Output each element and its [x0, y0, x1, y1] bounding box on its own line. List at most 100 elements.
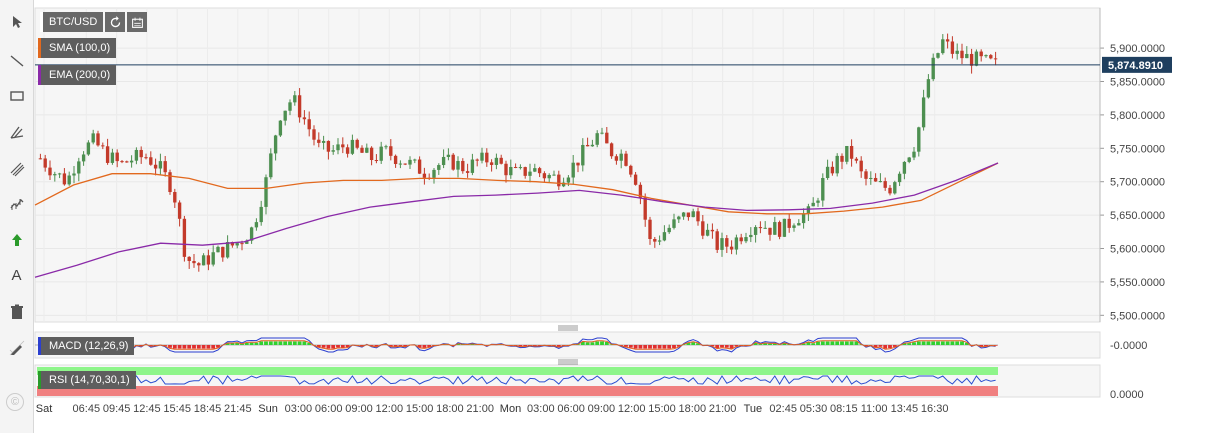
macd-histogram-bar — [710, 345, 715, 347]
candle — [269, 148, 273, 180]
candle — [811, 197, 815, 207]
macd-histogram-bar — [268, 341, 273, 345]
ema-label[interactable]: EMA (200,0) — [38, 65, 117, 85]
candle-body — [245, 240, 249, 244]
x-tick-label: 06:00 — [315, 403, 343, 415]
channel-icon[interactable] — [3, 155, 30, 182]
candle — [605, 127, 609, 144]
candle-body — [38, 158, 43, 160]
candle-body — [456, 160, 460, 170]
pane-resize-handle[interactable] — [558, 359, 578, 365]
trash-icon[interactable] — [3, 298, 30, 325]
candle-body — [681, 212, 686, 217]
macd-legend[interactable]: MACD (12,26,9) — [38, 337, 135, 355]
candle-body — [345, 147, 350, 154]
candle — [787, 214, 791, 233]
candle — [197, 262, 201, 272]
candle — [139, 146, 143, 164]
candle-body — [691, 211, 695, 218]
candle-body — [753, 227, 758, 235]
candle — [153, 158, 158, 176]
candle — [321, 135, 326, 150]
sma-legend[interactable]: SMA (100,0) — [38, 38, 117, 58]
candle-body — [197, 263, 201, 266]
price-pane — [34, 7, 1101, 323]
candle-body — [835, 155, 839, 174]
copyright-icon: © — [6, 393, 24, 411]
arrow-up-icon[interactable] — [3, 226, 30, 253]
macd-histogram-bar — [960, 341, 964, 345]
candle-body — [355, 139, 359, 148]
x-tick-label: 21:45 — [224, 403, 252, 415]
macd-label[interactable]: MACD (12,26,9) — [38, 337, 135, 355]
candle — [432, 168, 436, 184]
macd-histogram-bar — [936, 341, 940, 345]
pitchfork-icon[interactable] — [3, 118, 30, 145]
pane-resize-handle[interactable] — [558, 325, 578, 331]
candle-body — [869, 177, 873, 179]
symbol-label[interactable]: BTC/USD — [40, 12, 104, 32]
macd-histogram-bar — [230, 343, 235, 345]
candle — [509, 159, 513, 179]
candle — [537, 166, 542, 178]
candle-body — [168, 172, 172, 193]
calendar-icon[interactable] — [127, 12, 148, 32]
candle — [91, 129, 95, 145]
candle-body — [494, 157, 499, 165]
candle-body — [312, 129, 316, 140]
candle-body — [600, 132, 604, 134]
candle — [221, 246, 225, 262]
x-tick-label: 11:00 — [861, 403, 888, 415]
macd-histogram-bar — [556, 345, 561, 347]
rsi-label[interactable]: RSI (14,70,30,1) — [38, 371, 136, 389]
candle — [696, 207, 700, 226]
cursor-icon[interactable] — [3, 8, 30, 35]
rsi-legend[interactable]: RSI (14,70,30,1) — [38, 371, 136, 389]
y-tick-label: 5,650.0000 — [1110, 210, 1165, 222]
candle-body — [489, 162, 494, 165]
candle-body — [854, 158, 859, 161]
candle-body — [523, 167, 527, 176]
candle — [317, 132, 321, 148]
candle — [710, 223, 715, 239]
macd-histogram-bar — [316, 345, 321, 348]
candle-body — [701, 221, 705, 236]
macd-histogram-bar — [724, 345, 729, 348]
macd-histogram-bar — [758, 344, 763, 345]
candle-body — [989, 55, 993, 59]
x-tick-label: 18:00 — [436, 403, 464, 415]
macd-histogram-bar — [249, 342, 254, 345]
drawing-toolbar: A — [0, 0, 34, 433]
x-tick-label: 03:00 — [285, 403, 313, 415]
x-tick-label: 12:00 — [376, 403, 404, 415]
candle-body — [960, 50, 964, 59]
candle — [763, 221, 767, 229]
candle — [969, 48, 974, 74]
sma-label[interactable]: SMA (100,0) — [38, 38, 117, 58]
candle — [437, 163, 441, 175]
pencil-icon[interactable] — [3, 334, 30, 361]
candle-body — [288, 102, 292, 111]
candle-body — [921, 97, 926, 128]
candle-body — [461, 160, 465, 172]
candle — [677, 215, 681, 223]
candle — [499, 154, 503, 165]
refresh-icon[interactable] — [105, 12, 126, 32]
candle — [288, 99, 292, 116]
candle — [821, 173, 825, 207]
macd-histogram-bar — [172, 345, 177, 349]
ema-legend[interactable]: EMA (200,0) — [38, 65, 117, 85]
candle-body — [67, 175, 71, 185]
line-icon[interactable] — [3, 47, 30, 74]
text-icon[interactable]: A — [11, 267, 22, 284]
rsi-line — [40, 375, 996, 385]
candle-body — [950, 41, 955, 54]
macd-histogram-bar — [518, 345, 523, 347]
candle — [297, 88, 302, 123]
macd-histogram-bar — [225, 343, 230, 345]
macd-histogram-bar — [595, 341, 600, 345]
rectangle-icon[interactable] — [3, 82, 30, 109]
pattern-icon[interactable] — [3, 190, 30, 217]
candle — [950, 36, 955, 59]
